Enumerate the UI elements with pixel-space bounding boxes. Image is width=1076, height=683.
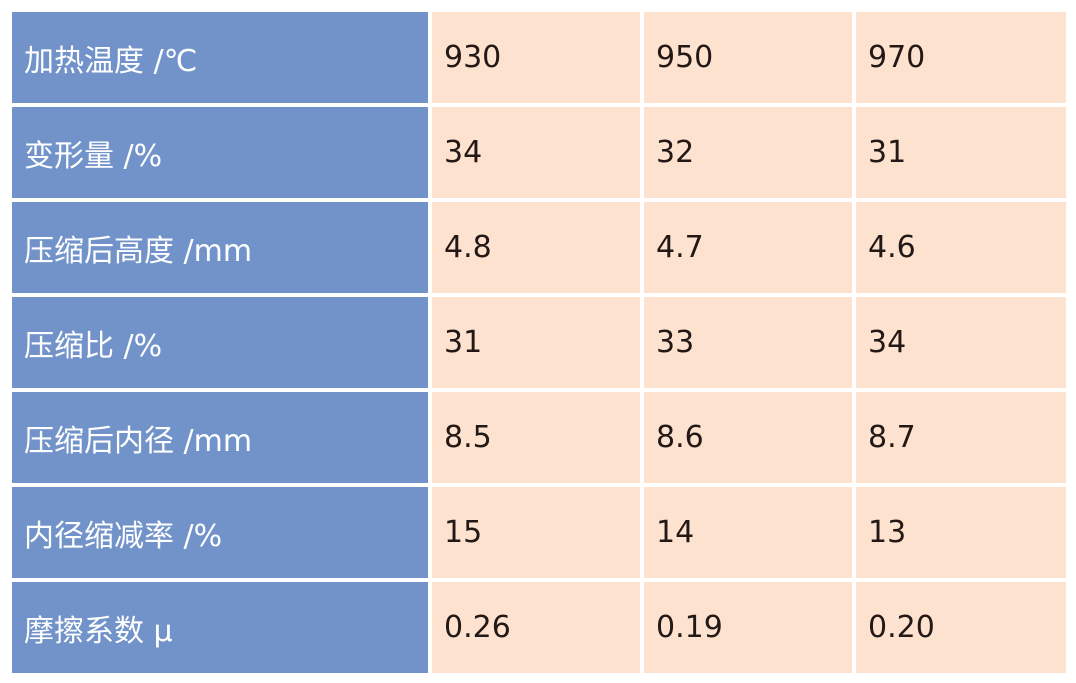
table-cell: 950	[644, 12, 852, 103]
table-cell: 0.20	[856, 582, 1066, 673]
row-header: 压缩比 /%	[12, 297, 428, 388]
table-cell: 4.7	[644, 202, 852, 293]
table-cell: 0.19	[644, 582, 852, 673]
table-cell: 31	[432, 297, 640, 388]
table-cell: 32	[644, 107, 852, 198]
table-cell: 8.7	[856, 392, 1066, 483]
table-cell: 34	[856, 297, 1066, 388]
table-cell: 970	[856, 12, 1066, 103]
table-cell: 8.5	[432, 392, 640, 483]
table-cell: 15	[432, 487, 640, 578]
table-cell: 930	[432, 12, 640, 103]
data-table: 加热温度 /℃ 930 950 970 变形量 /% 34 32 31 压缩后高度 /mm 4.8…	[12, 12, 1066, 673]
row-header: 压缩后内径 /mm	[12, 392, 428, 483]
row-header: 摩擦系数 μ	[12, 582, 428, 673]
row-header: 内径缩减率 /%	[12, 487, 428, 578]
table-cell: 8.6	[644, 392, 852, 483]
table-cell: 34	[432, 107, 640, 198]
table-cell: 31	[856, 107, 1066, 198]
table-cell: 14	[644, 487, 852, 578]
table-cell: 13	[856, 487, 1066, 578]
row-header: 加热温度 /℃	[12, 12, 428, 103]
table-cell: 4.8	[432, 202, 640, 293]
row-header: 压缩后高度 /mm	[12, 202, 428, 293]
row-header: 变形量 /%	[12, 107, 428, 198]
table-cell: 4.6	[856, 202, 1066, 293]
table-cell: 0.26	[432, 582, 640, 673]
table-cell: 33	[644, 297, 852, 388]
